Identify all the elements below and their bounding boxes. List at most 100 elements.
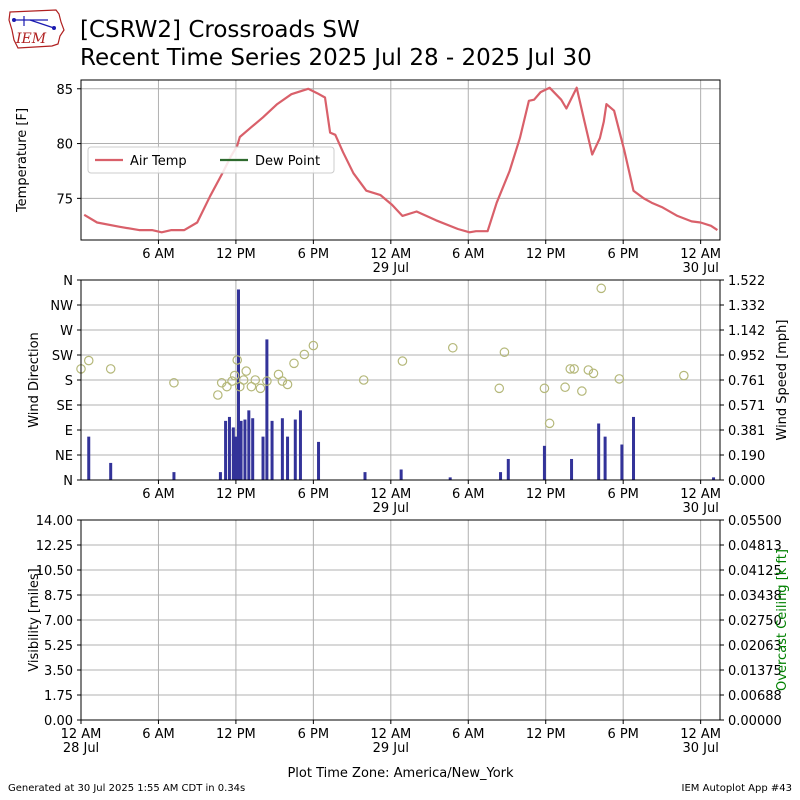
wind-direction-point bbox=[560, 382, 570, 393]
wind-speed-bar bbox=[239, 420, 243, 480]
wind-speed-bar bbox=[298, 410, 302, 480]
wind-speed-bar bbox=[317, 441, 321, 480]
wind-direction-point bbox=[277, 376, 288, 386]
wind-speed-bar bbox=[87, 436, 91, 480]
wind-direction-point bbox=[289, 358, 299, 369]
y-tick-label-right: 0.761 bbox=[728, 374, 765, 389]
wind-speed-bar bbox=[620, 444, 624, 480]
wind-speed-bar bbox=[448, 477, 452, 480]
x-tick-label: 6 PM bbox=[298, 247, 329, 262]
y-tick-label-right: 0.04813 bbox=[728, 539, 782, 554]
panel-frame bbox=[80, 519, 721, 721]
wind-direction-point bbox=[299, 349, 310, 360]
wind-speed-bar bbox=[251, 418, 255, 480]
y-tick-label-left: E bbox=[65, 424, 73, 439]
x-tick-label: 12 AM bbox=[680, 487, 721, 502]
x-tick-label: 29 Jul bbox=[373, 501, 409, 516]
wind-direction-point bbox=[232, 355, 242, 365]
wind-direction-point bbox=[255, 383, 266, 394]
x-tick-label: 12 AM bbox=[61, 727, 102, 742]
y-tick-label-right: 0.571 bbox=[728, 399, 765, 414]
y-tick-label-left: N bbox=[63, 274, 73, 289]
panel-frame bbox=[80, 79, 721, 241]
y-tick-label-right: 0.01375 bbox=[728, 664, 782, 679]
wind-direction-point bbox=[397, 356, 408, 366]
y-tick-label-right: 0.381 bbox=[728, 424, 765, 439]
x-tick-label: 6 PM bbox=[298, 727, 329, 742]
x-tick-label: 6 AM bbox=[142, 727, 175, 742]
app-credit: IEM Autoplot App #43 bbox=[681, 783, 792, 794]
wind-speed-bar bbox=[224, 420, 228, 480]
wind-direction-point bbox=[596, 283, 607, 294]
x-tick-label: 12 AM bbox=[370, 247, 411, 262]
x-tick-label: 6 PM bbox=[607, 247, 638, 262]
wind-direction-point bbox=[222, 381, 232, 392]
wind-speed-bar bbox=[109, 462, 113, 480]
y-tick-label-left: 10.50 bbox=[36, 564, 73, 579]
legend-air-temp-label: Air Temp bbox=[130, 154, 187, 169]
wind-direction-point bbox=[569, 364, 579, 374]
x-tick-label: 12 PM bbox=[526, 247, 566, 262]
y-tick-label-right: 0.02750 bbox=[728, 614, 782, 629]
y-tick-label-left: SW bbox=[52, 349, 73, 364]
y-tick-label-right: 0.02063 bbox=[728, 639, 782, 654]
wind-speed-bar bbox=[227, 416, 231, 480]
y-tick-label-left: S bbox=[65, 374, 73, 389]
y-tick-label: 85 bbox=[56, 83, 73, 98]
wind-direction-point bbox=[238, 375, 249, 385]
logo-text: IEM bbox=[15, 31, 47, 47]
x-axis-label: Plot Time Zone: America/New_York bbox=[287, 766, 514, 781]
y-tick-label-left: 8.75 bbox=[44, 589, 73, 604]
y-tick-label-left: 14.00 bbox=[36, 514, 73, 529]
y-axis-label-left: Visibility [miles] bbox=[27, 568, 42, 671]
wind-direction-point bbox=[105, 364, 116, 374]
x-tick-label: 6 PM bbox=[607, 487, 638, 502]
x-tick-label: 6 AM bbox=[452, 727, 485, 742]
wind-speed-bar bbox=[243, 419, 247, 480]
wind-direction-point bbox=[262, 376, 272, 386]
wind-speed-bar bbox=[363, 472, 367, 480]
panel-frame bbox=[80, 279, 721, 481]
generated-timestamp: Generated at 30 Jul 2025 1:55 AM CDT in … bbox=[8, 783, 246, 794]
wind-speed-bar bbox=[231, 427, 235, 480]
x-tick-label: 6 AM bbox=[142, 487, 175, 502]
y-axis-label-right: Wind Speed [mph] bbox=[775, 320, 790, 441]
y-tick-label-left: SE bbox=[57, 399, 73, 414]
x-tick-label: 29 Jul bbox=[373, 261, 409, 276]
y-tick-label-right: 0.000 bbox=[728, 474, 765, 489]
logo-line bbox=[29, 19, 55, 29]
x-tick-label: 28 Jul bbox=[63, 741, 99, 756]
wind-speed-bar bbox=[286, 436, 290, 480]
wind-direction-point bbox=[679, 370, 689, 381]
wind-speed-bar bbox=[265, 339, 269, 480]
y-tick-label-left: 7.00 bbox=[44, 614, 73, 629]
x-tick-label: 12 PM bbox=[216, 247, 256, 262]
x-tick-label: 12 AM bbox=[370, 727, 411, 742]
wind-speed-bar bbox=[280, 418, 284, 480]
legend-dew-point-label: Dew Point bbox=[255, 154, 320, 169]
chart-title: [CSRW2] Crossroads SW bbox=[80, 17, 360, 43]
x-tick-label: 12 AM bbox=[680, 727, 721, 742]
y-tick-label-right: 0.952 bbox=[728, 349, 765, 364]
wind-speed-bar bbox=[570, 458, 574, 480]
y-tick-label-right: 0.00688 bbox=[728, 689, 782, 704]
y-axis-label: Temperature [F] bbox=[15, 108, 30, 213]
y-tick-label-right: 1.332 bbox=[728, 299, 765, 314]
y-axis-label-left: Wind Direction bbox=[27, 332, 42, 428]
x-tick-label: 12 PM bbox=[216, 727, 256, 742]
wind-direction-point bbox=[499, 347, 510, 358]
y-tick-label: 75 bbox=[56, 192, 73, 207]
wind-direction-point bbox=[588, 368, 599, 379]
x-tick-label: 29 Jul bbox=[373, 741, 409, 756]
x-tick-label: 6 PM bbox=[298, 487, 329, 502]
logo-dot bbox=[52, 26, 56, 30]
y-tick-label-left: NW bbox=[50, 299, 73, 314]
wind-direction-point bbox=[614, 374, 625, 384]
x-tick-label: 6 AM bbox=[142, 247, 175, 262]
x-tick-label: 12 PM bbox=[216, 487, 256, 502]
x-tick-label: 12 AM bbox=[370, 487, 411, 502]
x-tick-label: 30 Jul bbox=[682, 261, 718, 276]
y-tick-label-right: 1.142 bbox=[728, 324, 765, 339]
wind-speed-bar bbox=[542, 445, 546, 480]
